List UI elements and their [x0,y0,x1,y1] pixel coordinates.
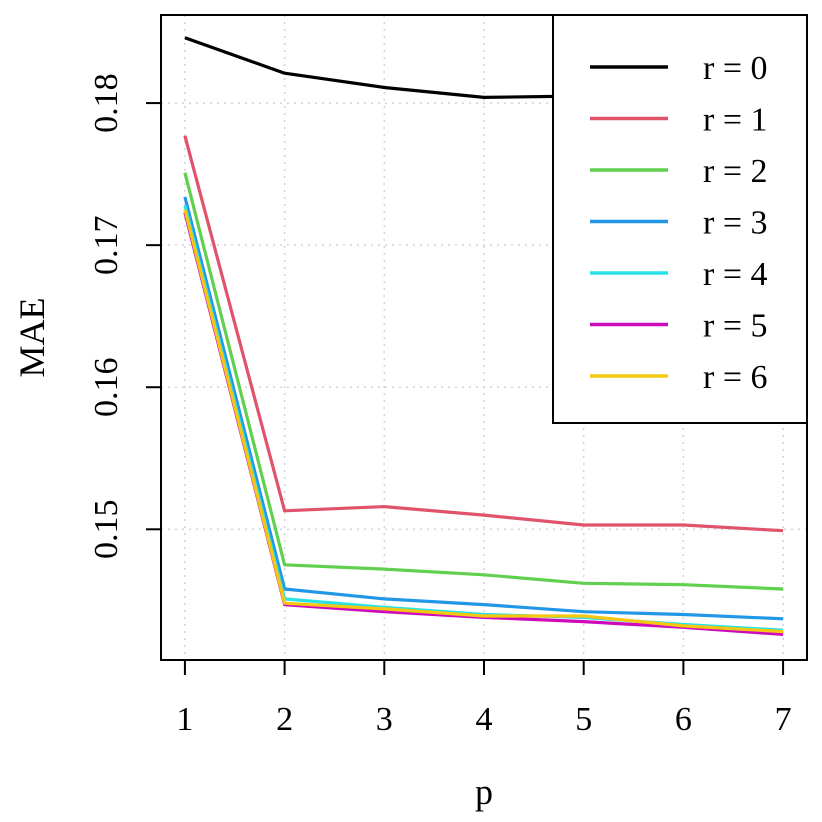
x-tick-label-0: 1 [176,701,193,738]
y-tick-label-0: 0.15 [88,500,125,560]
x-tick-label-3: 4 [476,701,493,738]
legend-label-2: r = 2 [703,153,768,190]
legend-box [552,14,808,424]
x-tick-label-2: 3 [376,701,393,738]
x-tick-label-6: 7 [775,701,792,738]
legend-label-5: r = 5 [703,308,768,345]
axes: 1 2 3 4 5 6 7 0.15 0.16 0.17 0.18 [88,73,792,738]
series-line-1 [183,135,784,533]
legend-label-1: r = 1 [703,102,768,139]
y-tick-label-3: 0.18 [88,73,125,133]
series-line-6 [183,209,784,634]
y-tick-label-2: 0.17 [88,215,125,275]
legend-label-0: r = 0 [703,50,768,87]
y-tick-label-1: 0.16 [88,357,125,417]
legend-label-3: r = 3 [703,205,768,242]
series-line-3 [183,196,784,621]
x-axis-label: p [475,772,493,812]
series-line-2 [183,172,784,591]
y-axis-label: MAE [12,298,52,378]
legend: r = 0 r = 1 r = 2 r = 3 r = 4 r = 5 r = 6 [552,14,808,424]
legend-label-4: r = 4 [703,256,768,293]
x-tick-label-5: 6 [675,701,692,738]
x-tick-label-4: 5 [575,701,592,738]
legend-label-6: r = 6 [703,359,768,396]
x-tick-label-1: 2 [276,701,293,738]
